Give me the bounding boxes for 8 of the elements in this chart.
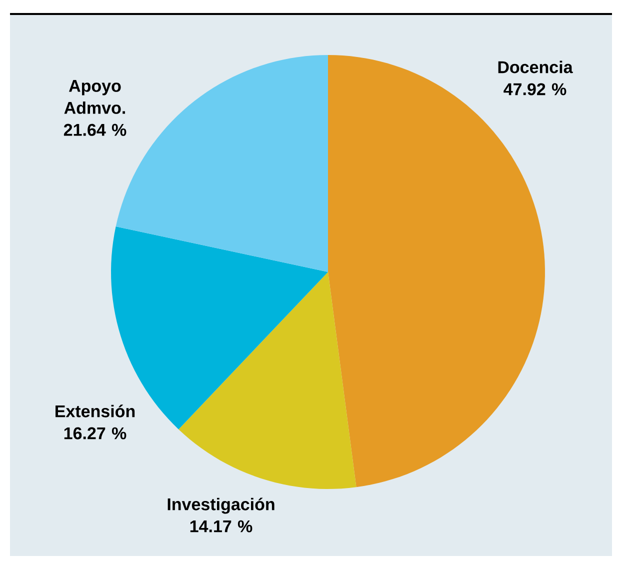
slice-label: Docencia [498, 60, 573, 74]
data-label: 47.92 % [504, 83, 566, 96]
data-label: 14.17 % [190, 520, 252, 532]
data-label: 16.27 % [64, 427, 126, 440]
slice-label: Extensión [56, 404, 135, 418]
slice-label: Investigación [168, 498, 274, 514]
data-label: 21.64 % [64, 124, 126, 136]
slice-label: Apoyo Admvo. [64, 80, 126, 114]
